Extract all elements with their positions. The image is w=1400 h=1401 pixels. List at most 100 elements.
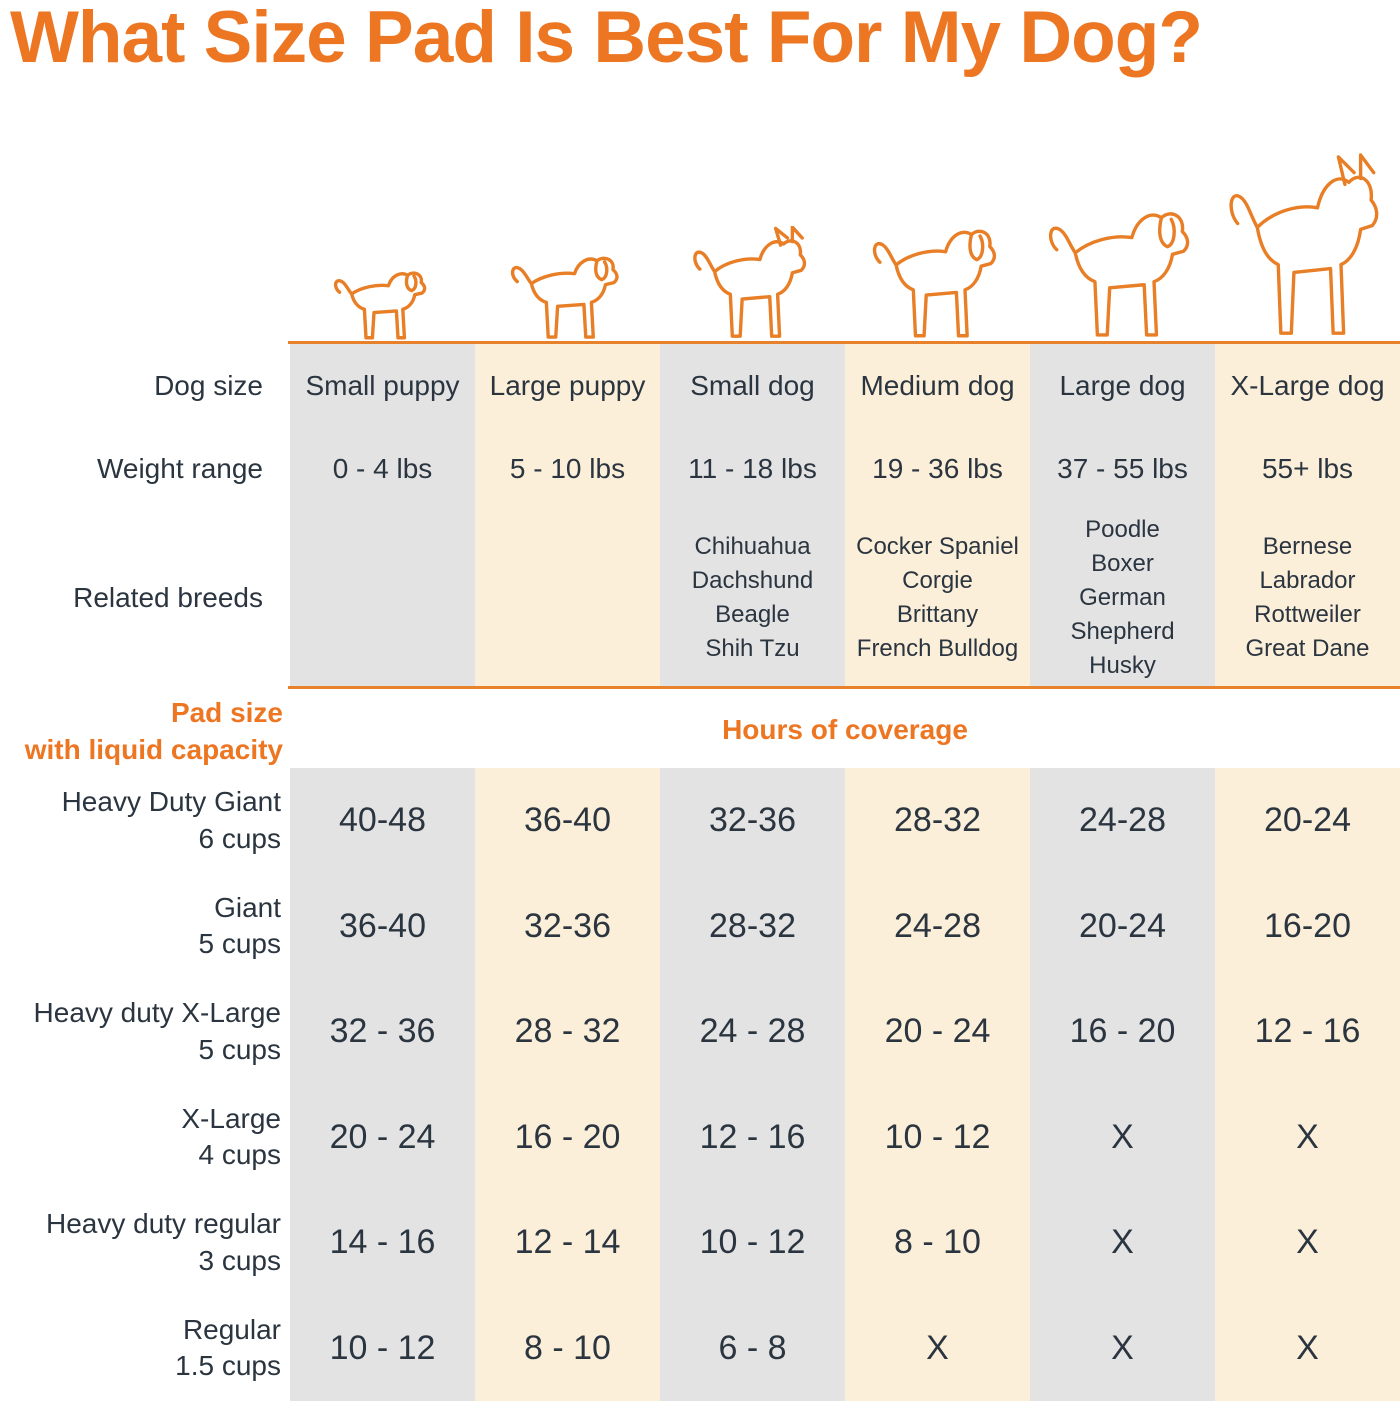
dog-size-small-puppy: Small puppy [290,344,475,428]
breed-line: Husky [1089,652,1156,680]
coverage-cell: X [1030,1084,1215,1190]
hours-of-coverage-header: Hours of coverage [722,714,968,745]
breed-line: Beagle [715,601,790,628]
row-header-dog-size: Dog size [154,370,263,401]
breed-line: Chihuahua [694,532,811,560]
pad-name: Heavy Duty Giant [61,786,281,818]
dog-size-large-puppy: Large puppy [475,344,660,428]
coverage-cell: 16-20 [1215,873,1400,979]
weight-range-cell: 37 - 55 lbs [1030,428,1215,510]
coverage-cell: 36-40 [290,873,475,979]
weight-range-cell: 11 - 18 lbs [660,428,845,510]
pad-row-label-heavy-duty-regular: Heavy duty regular 3 cups [0,1190,290,1296]
breeds-cell-empty [290,510,475,686]
breed-line: Rottweiler [1254,601,1361,628]
coverage-cell: 14 - 16 [290,1190,475,1296]
dog-info-table: Dog size Small puppy Large puppy Small d… [0,344,1400,686]
breeds-cell-empty [475,510,660,686]
breed-line: Brittany [896,601,979,628]
breeds-cell-x-large-dog: Bernese Labrador Rottweiler Great Dane [1215,510,1400,686]
large-puppy-icon [506,246,628,341]
coverage-cell: 28-32 [660,873,845,979]
coverage-cell: 10 - 12 [845,1084,1030,1190]
breed-line: Cocker Spaniel [856,532,1019,560]
pad-capacity: 1.5 cups [175,1350,281,1382]
page-title: What Size Pad Is Best For My Dog? [10,0,1203,78]
coverage-cell: X [1215,1190,1400,1296]
coverage-cell: 20-24 [1030,873,1215,979]
breed-line: Shih Tzu [705,635,800,663]
coverage-cell: 12 - 16 [1215,979,1400,1085]
coverage-cell: 40-48 [290,768,475,874]
pad-row-label-heavy-duty-x-large: Heavy duty X-Large 5 cups [0,979,290,1085]
coverage-cell: 8 - 10 [475,1295,660,1401]
coverage-table: Heavy Duty Giant 6 cups 40-48 36-40 32-36… [0,768,1400,1401]
pad-capacity: 3 cups [198,1244,282,1276]
coverage-cell: 6 - 8 [660,1295,845,1401]
pad-row-label-x-large: X-Large 4 cups [0,1085,290,1191]
breeds-cell-small-dog: Chihuahua Dachshund Beagle Shih Tzu [660,510,845,686]
breed-line: Corgie [902,566,973,594]
dog-size-large-dog: Large dog [1030,344,1215,428]
pad-name: Regular [182,1313,281,1345]
breed-line: Labrador [1259,566,1356,594]
pad-name: Giant [214,891,281,923]
x-large-dog-icon [1222,153,1392,341]
coverage-cell: 16 - 20 [1030,979,1215,1085]
large-dog-icon [1042,195,1202,341]
weight-range-cell: 0 - 4 lbs [290,428,475,510]
breed-line: Poodle [1085,515,1160,543]
weight-range-cell: 55+ lbs [1215,428,1400,510]
breed-line: Boxer [1091,549,1154,577]
dog-size-medium-dog: Medium dog [845,344,1030,428]
pad-size-header-line1: Pad size [170,697,283,728]
weight-range-cell: 5 - 10 lbs [475,428,660,510]
coverage-cell: 16 - 20 [475,1084,660,1190]
section-divider [288,686,1400,689]
small-dog-icon [688,226,816,341]
coverage-cell: 12 - 14 [475,1190,660,1296]
weight-range-cell: 19 - 36 lbs [845,428,1030,510]
coverage-cell: 12 - 16 [660,1084,845,1190]
breed-line: German Shepherd [1070,583,1175,646]
dogs-baseline [288,341,1400,344]
coverage-cell: 20-24 [1215,768,1400,874]
breed-line: French Bulldog [856,635,1019,663]
breeds-cell-large-dog: Poodle Boxer German Shepherd Husky [1030,510,1215,686]
coverage-cell: 32 - 36 [290,979,475,1085]
pad-capacity: 6 cups [198,822,282,854]
coverage-cell: 24-28 [845,873,1030,979]
pad-size-header: Pad size with liquid capacity [0,695,283,769]
pad-capacity: 4 cups [198,1139,282,1171]
coverage-cell: 20 - 24 [290,1084,475,1190]
coverage-cell: 24 - 28 [660,979,845,1085]
breed-line: Bernese [1262,532,1353,560]
pad-name: X-Large [181,1102,281,1134]
dog-size-x-large-dog: X-Large dog [1215,344,1400,428]
small-puppy-icon [330,263,434,341]
coverage-cell: 10 - 12 [290,1295,475,1401]
pad-name: Heavy duty X-Large [33,997,281,1029]
breed-line: Great Dane [1245,635,1370,663]
coverage-cell: X [1215,1084,1400,1190]
pad-name: Heavy duty regular [45,1208,281,1240]
breeds-cell-medium-dog: Cocker Spaniel Corgie Brittany French Bu… [845,510,1030,686]
coverage-cell: 36-40 [475,768,660,874]
breed-line: Dachshund [691,566,814,594]
coverage-cell: 28 - 32 [475,979,660,1085]
coverage-cell: X [1030,1295,1215,1401]
coverage-cell: X [845,1295,1030,1401]
coverage-cell: X [1215,1295,1400,1401]
pad-size-header-line2: with liquid capacity [24,733,283,765]
row-header-weight-range: Weight range [96,453,263,484]
coverage-cell: 28-32 [845,768,1030,874]
coverage-cell: 20 - 24 [845,979,1030,1085]
pad-row-label-regular: Regular 1.5 cups [0,1296,290,1401]
coverage-cell: 24-28 [1030,768,1215,874]
coverage-cell: 10 - 12 [660,1190,845,1296]
medium-dog-icon [867,215,1007,341]
coverage-cell: X [1030,1190,1215,1296]
coverage-cell: 8 - 10 [845,1190,1030,1296]
pad-row-label-giant: Giant 5 cups [0,874,290,980]
